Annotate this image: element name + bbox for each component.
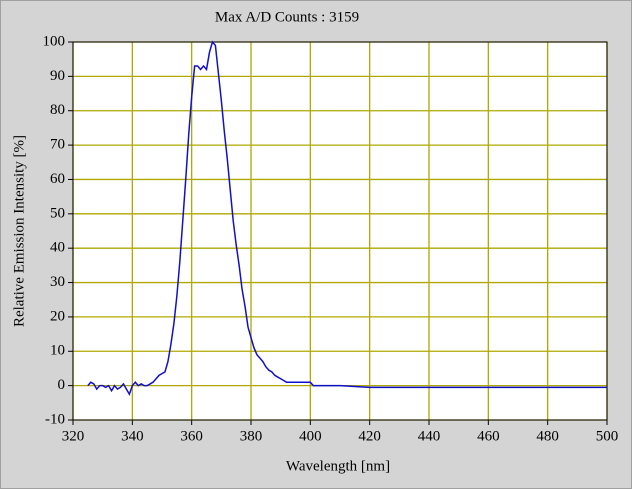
- y-tick-label: 20: [50, 308, 65, 324]
- y-axis-label: Relative Emission Intensity [%]: [11, 135, 27, 327]
- x-axis-label: Wavelength [nm]: [286, 458, 390, 474]
- x-tick-label: 400: [299, 428, 322, 444]
- y-tick-label: 40: [50, 240, 65, 256]
- y-tick-label: 60: [50, 171, 65, 187]
- x-tick-label: 380: [240, 428, 263, 444]
- plot-area: [73, 42, 607, 420]
- y-tick-label: 10: [50, 343, 65, 359]
- spectrum-line: [87, 40, 607, 397]
- y-tick-label: 0: [58, 377, 66, 393]
- y-tick-label: 100: [43, 33, 66, 49]
- y-tick-label: 30: [50, 274, 65, 290]
- x-tick-label: 340: [121, 428, 144, 444]
- y-tick-label: 70: [50, 137, 65, 153]
- chart-title: Max A/D Counts : 3159: [215, 9, 359, 25]
- x-tick-label: 420: [358, 428, 381, 444]
- x-tick-label: 460: [477, 428, 500, 444]
- plot-border: [72, 41, 608, 421]
- x-tick-label: 480: [536, 428, 559, 444]
- x-tick-label: 360: [180, 428, 203, 444]
- x-tick-label: 320: [62, 428, 85, 444]
- y-tick-label: 80: [50, 102, 65, 118]
- y-tick-label: -10: [45, 411, 65, 427]
- x-tick-label: 440: [418, 428, 441, 444]
- y-tick-label: 90: [50, 68, 65, 84]
- y-tick-label: 50: [50, 205, 65, 221]
- x-tick-label: 500: [596, 428, 619, 444]
